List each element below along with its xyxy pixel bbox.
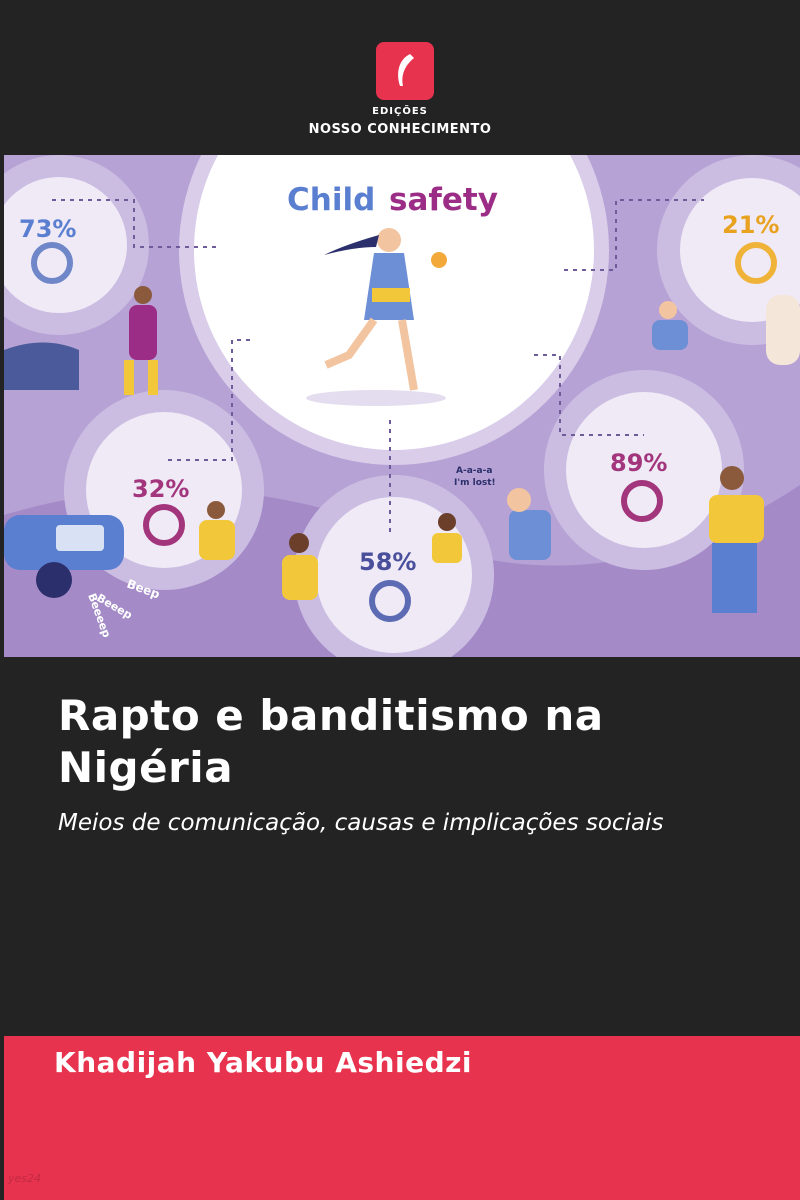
- cover-illustration: Child safety 73% 21% 32% 89% 58%: [4, 155, 800, 657]
- stat-label: 21%: [722, 211, 779, 239]
- author-name: Khadijah Yakubu Ashiedzi: [54, 1046, 473, 1079]
- speech-text: I'm lost!: [454, 478, 496, 488]
- figures: [4, 286, 800, 613]
- publisher-logo: [376, 42, 434, 100]
- watermark: yes24: [8, 1172, 42, 1185]
- figure-runner: [306, 228, 447, 406]
- book-title: Rapto e banditismo na Nigéria: [58, 691, 604, 792]
- stat-label: 58%: [359, 548, 416, 576]
- header-bar: EDIÇÕES NOSSO CONHECIMENTO: [0, 0, 800, 150]
- publisher-line: EDIÇÕES: [372, 106, 428, 117]
- heading: safety: [389, 182, 498, 218]
- author-band: [4, 1036, 800, 1200]
- logo-icon: [398, 54, 414, 86]
- stat-label: 32%: [132, 475, 189, 503]
- speech-text: A-a-a-a: [456, 466, 492, 476]
- heading: Child: [287, 182, 375, 218]
- publisher-line: NOSSO CONHECIMENTO: [308, 122, 492, 137]
- book-subtitle: Meios de comunicação, causas e implicaçõ…: [58, 810, 664, 836]
- stat-label: 89%: [610, 449, 667, 477]
- stat-label: 73%: [19, 215, 76, 243]
